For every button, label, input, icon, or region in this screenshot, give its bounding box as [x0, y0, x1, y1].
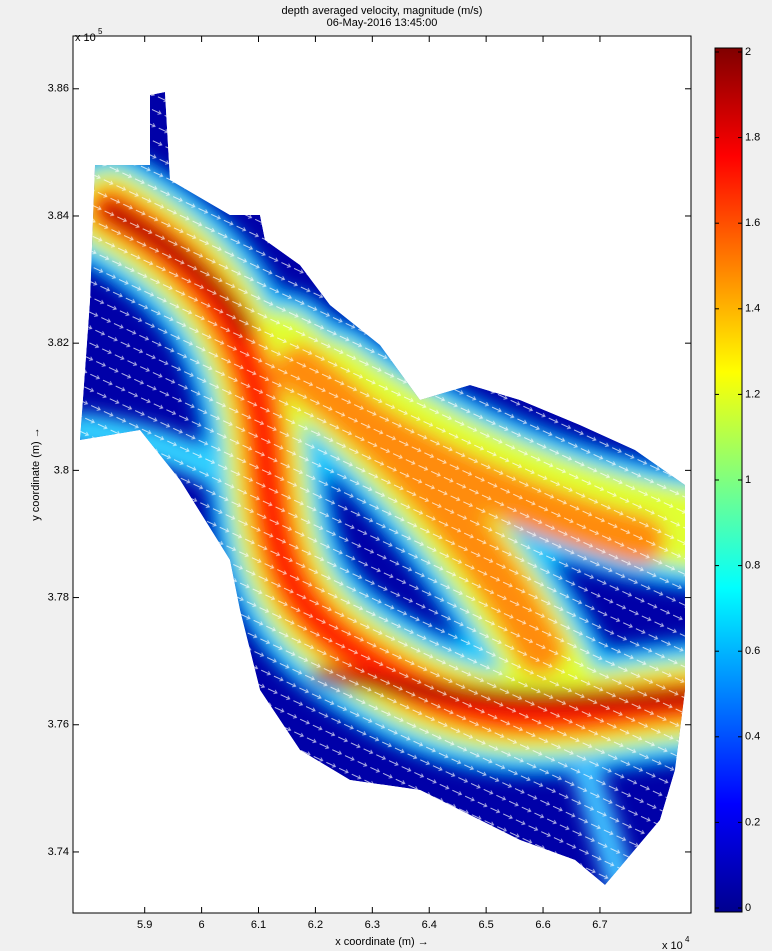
x-axis-label: x coordinate (m) → — [335, 936, 429, 948]
x-tick-label: 6.7 — [592, 919, 607, 931]
y-tick-label: 3.74 — [48, 846, 69, 858]
chart-title: depth averaged velocity, magnitude (m/s) — [282, 5, 483, 17]
y-axis-label: y coordinate (m) → — [30, 427, 42, 521]
colorbar-tick-label: 1.8 — [745, 132, 760, 144]
x-tick-label: 6.1 — [251, 919, 266, 931]
y-exponent: 5 — [98, 27, 103, 36]
chart-subtitle: 06-May-2016 13:45:00 — [327, 17, 438, 29]
x-multiplier: x 10 — [662, 940, 683, 951]
y-tick-label: 3.82 — [48, 337, 69, 349]
colorbar-tick-label: 0.8 — [745, 560, 760, 572]
x-tick-label: 6 — [199, 919, 205, 931]
x-tick-label: 6.2 — [308, 919, 323, 931]
x-tick-label: 6.6 — [535, 919, 550, 931]
axes-box — [72, 35, 692, 914]
y-multiplier: x 10 — [75, 32, 96, 44]
colorbar-tick-label: 0 — [745, 902, 751, 914]
y-tick-label: 3.76 — [48, 719, 69, 731]
colorbar-tick-label: 1.2 — [745, 388, 760, 400]
colorbar-tick-label: 1.4 — [745, 303, 760, 315]
colorbar-tick-label: 0.4 — [745, 731, 760, 743]
y-tick-label: 3.86 — [48, 83, 69, 95]
colorbar — [714, 47, 743, 913]
colorbar-tick-label: 1 — [745, 474, 751, 486]
y-tick-label: 3.84 — [48, 210, 69, 222]
colorbar-tick-label: 0.6 — [745, 645, 760, 657]
y-tick-label: 3.8 — [54, 464, 69, 476]
x-exponent: 4 — [685, 935, 690, 944]
x-tick-label: 6.5 — [478, 919, 493, 931]
y-tick-label: 3.78 — [48, 591, 69, 603]
colorbar-tick-label: 0.2 — [745, 816, 760, 828]
x-tick-label: 5.9 — [137, 919, 152, 931]
colorbar-tick-label: 2 — [745, 46, 751, 58]
x-tick-label: 6.4 — [422, 919, 437, 931]
x-tick-label: 6.3 — [365, 919, 380, 931]
colorbar-tick-label: 1.6 — [745, 217, 760, 229]
